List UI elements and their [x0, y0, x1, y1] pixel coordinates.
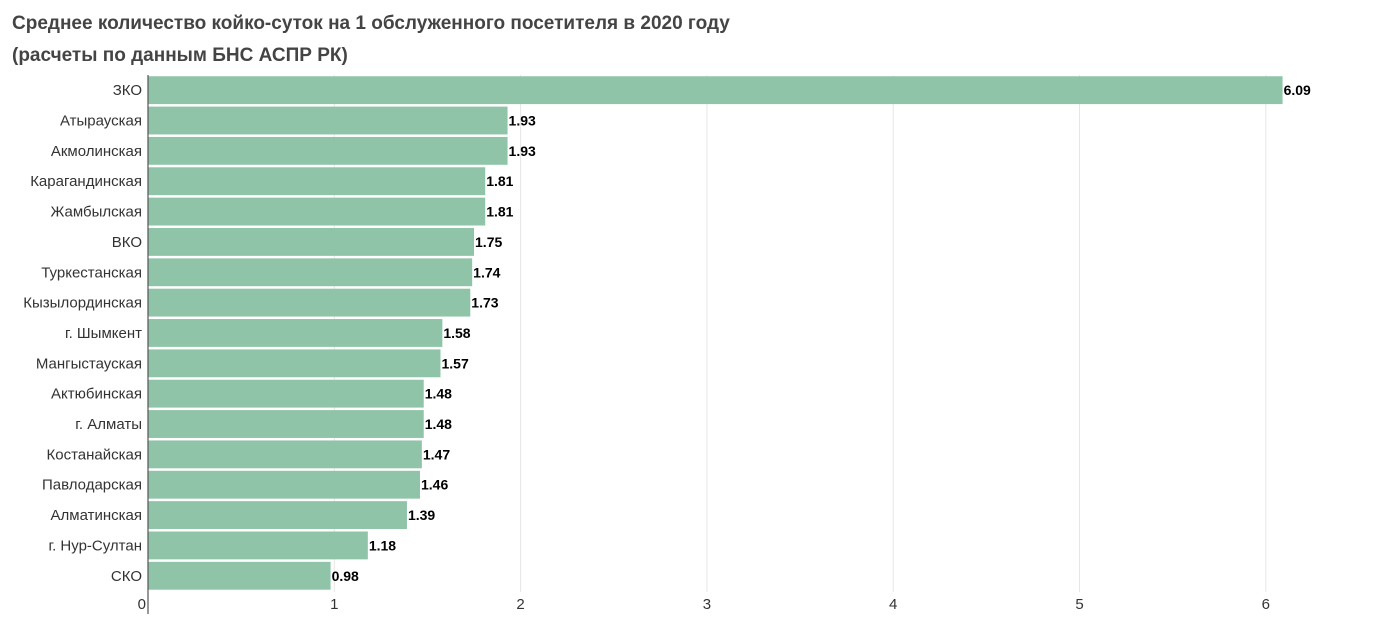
category-label: Туркестанская — [41, 264, 142, 281]
bar — [148, 319, 443, 347]
value-label: 1.57 — [441, 355, 468, 371]
x-tick-label: 5 — [1075, 596, 1083, 613]
x-tick-label: 1 — [330, 596, 338, 613]
value-label: 1.81 — [486, 204, 513, 220]
bar — [148, 349, 441, 378]
category-label: ЗКО — [113, 82, 142, 99]
value-label: 1.93 — [509, 143, 536, 159]
category-label: ВКО — [112, 234, 142, 251]
category-label: г. Шымкент — [65, 325, 142, 342]
category-label: Акмолинская — [51, 143, 142, 160]
x-tick-label: 0 — [138, 596, 146, 613]
category-label: Атырауская — [60, 113, 142, 130]
value-label: 1.48 — [425, 416, 452, 432]
labels: 0 1 2 3 4 5 6 ЗКО 6.09 Атырауская 1.93 Акмолинская 1… — [23, 82, 1311, 613]
value-label: 6.09 — [1284, 82, 1311, 98]
chart-title-block: Среднее количество койко-суток на 1 обсл… — [12, 8, 1012, 72]
bar — [148, 76, 1283, 105]
x-tick-label: 4 — [889, 596, 897, 613]
bar — [148, 501, 407, 529]
chart-subtitle: (расчеты по данным БНС АСПР РК) — [12, 45, 348, 66]
value-label: 1.73 — [471, 295, 498, 311]
category-label: Павлодарская — [42, 477, 142, 494]
bar — [148, 379, 424, 408]
category-label: Карагандинская — [30, 173, 142, 190]
value-label: 1.39 — [408, 507, 435, 523]
bar — [148, 197, 486, 226]
value-label: 1.75 — [475, 234, 502, 250]
category-label: Алматинская — [51, 507, 142, 524]
bar — [148, 167, 486, 196]
category-label: г. Нур-Султан — [48, 537, 142, 554]
category-label: Кызылординская — [23, 295, 142, 312]
bar — [148, 561, 331, 590]
bar — [148, 228, 475, 256]
category-label: Актюбинская — [51, 386, 142, 403]
category-label: СКО — [111, 568, 142, 585]
x-tick-label: 3 — [703, 596, 711, 613]
x-tick-label: 2 — [516, 596, 524, 613]
value-label: 0.98 — [332, 568, 359, 584]
bar — [148, 531, 368, 560]
category-label: Костанайская — [47, 446, 143, 463]
chart-title: Среднее количество койко-суток на 1 обсл… — [12, 13, 730, 34]
bar — [148, 106, 508, 135]
value-label: 1.74 — [473, 264, 500, 280]
category-label: Жамбылская — [51, 204, 143, 221]
category-label: г. Алматы — [75, 416, 142, 433]
bar — [148, 410, 424, 438]
x-tick-label: 6 — [1262, 596, 1270, 613]
bar — [148, 136, 508, 165]
value-label: 1.18 — [369, 537, 396, 553]
category-label: Мангыстауская — [36, 355, 142, 372]
value-label: 1.58 — [443, 325, 470, 341]
value-label: 1.48 — [425, 386, 452, 402]
value-label: 1.46 — [421, 477, 448, 493]
bar — [148, 258, 473, 287]
bar — [148, 470, 420, 499]
value-label: 1.47 — [423, 446, 450, 462]
bars — [148, 76, 1283, 590]
value-label: 1.81 — [486, 173, 513, 189]
value-label: 1.93 — [509, 113, 536, 129]
bar — [148, 440, 422, 469]
bar — [148, 288, 471, 317]
